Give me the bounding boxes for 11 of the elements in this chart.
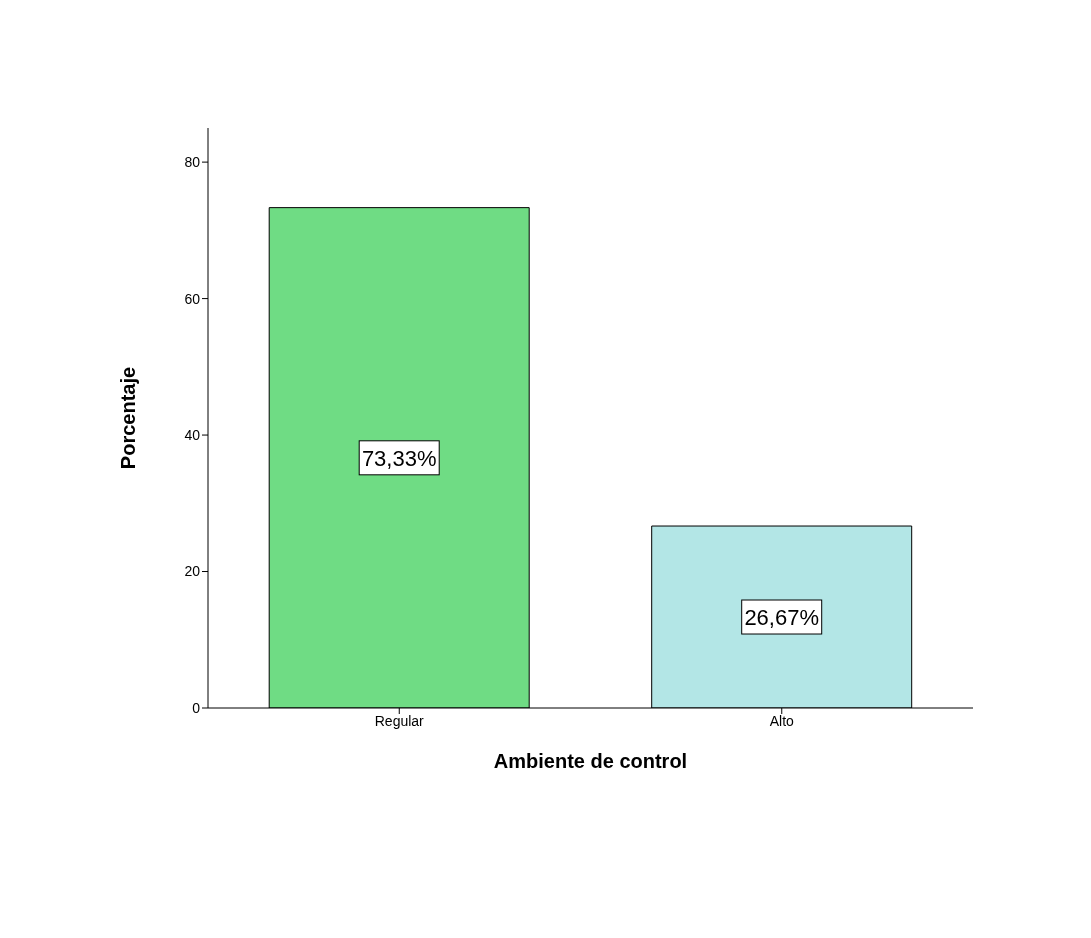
data-label: 26,67% xyxy=(744,605,820,631)
y-tick-label: 60 xyxy=(184,290,201,307)
y-tick-label: 80 xyxy=(184,154,201,171)
data-label: 73,33% xyxy=(361,445,437,471)
x-tick-label: Regular xyxy=(374,712,425,729)
y-tick-label: 20 xyxy=(184,563,201,580)
y-tick-label: 40 xyxy=(184,427,201,444)
y-axis-title: Porcentaje xyxy=(117,366,140,470)
x-tick-label: Alto xyxy=(769,712,795,729)
y-tick-label: 0 xyxy=(192,699,201,716)
x-axis-title: Ambiente de control xyxy=(493,750,688,772)
